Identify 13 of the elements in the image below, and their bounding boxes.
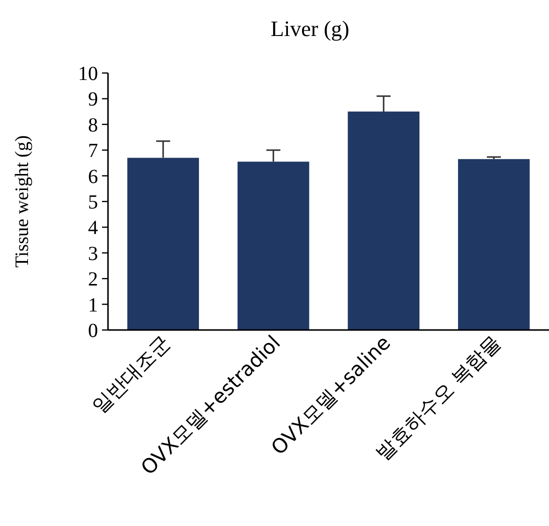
y-tick-label: 0 bbox=[88, 320, 98, 342]
y-tick-label: 7 bbox=[88, 140, 98, 162]
y-tick-label: 1 bbox=[88, 294, 98, 316]
chart-title: Liver (g) bbox=[270, 16, 350, 41]
y-tick-label: 10 bbox=[78, 63, 98, 85]
y-tick-label: 4 bbox=[88, 217, 98, 240]
y-tick-label: 8 bbox=[88, 114, 98, 136]
y-tick-label: 6 bbox=[88, 166, 98, 188]
y-tick-label: 5 bbox=[88, 192, 98, 214]
y-axis-title: Tissue weight (g) bbox=[12, 135, 33, 268]
y-tick-label: 3 bbox=[88, 242, 98, 265]
y-tick-label: 2 bbox=[88, 268, 98, 291]
y-tick-label: 9 bbox=[88, 88, 98, 111]
